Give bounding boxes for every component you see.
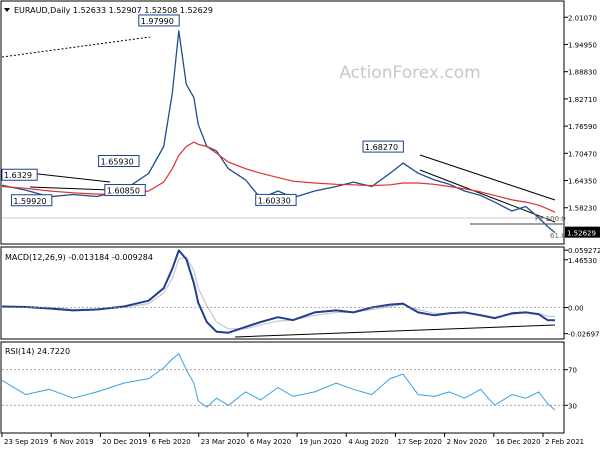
x-tick-label: 16 Dec 2020: [496, 438, 541, 446]
dotted-trendline: [1, 36, 151, 58]
price-annotation-box: [104, 184, 146, 197]
price-annotation-label: 1.60330: [258, 196, 291, 205]
price-annotation-box: [10, 194, 53, 207]
y-tick-label: 1.46530: [568, 257, 597, 265]
price-annotation-label: 1.68270: [365, 143, 398, 152]
current-price-label: 1.52629: [567, 230, 596, 238]
macd-plot: [1, 249, 556, 334]
price-panel-frame: [0, 0, 565, 245]
price-annotation-box: [362, 140, 404, 153]
y-tick-label: 0.059272: [568, 247, 600, 255]
current-price-box: [565, 226, 600, 238]
rsi-plot: [1, 353, 556, 411]
y-tick-label: -0.026978: [568, 331, 600, 339]
price-annotation-label: 1.59920: [13, 197, 46, 206]
x-tick-label: 6 Nov 2019: [53, 438, 93, 446]
x-tick-label: 2 Nov 2020: [447, 438, 487, 446]
macd-line: [1, 249, 556, 334]
x-tick-label: 17 Sep 2020: [397, 438, 441, 446]
x-tick-label: 23 Mar 2020: [201, 438, 245, 446]
y-tick-label: 0.00: [568, 305, 584, 313]
x-tick-label: 20 Dec 2019: [102, 438, 147, 446]
price-annotation-box: [98, 155, 140, 168]
watermark-text: ActionForex.com: [339, 63, 480, 83]
annotations: 1.97990 1.65930 1.68270 1.60330 1.60850 1.599…: [1, 14, 566, 240]
price-annotation-box: [1, 168, 38, 181]
y-tick-label: 1.76590: [568, 123, 597, 131]
y-tick-label: 30: [568, 402, 577, 410]
rsi-panel-title: RSI(14) 24.7220: [5, 347, 70, 356]
price-annotation-label: 1.97990: [141, 17, 174, 26]
channel-upper-line: [419, 154, 556, 201]
price-series-line: [1, 30, 556, 234]
fib-annotation-label: 61.8: [550, 232, 566, 240]
rsi-panel-frame: [0, 341, 565, 434]
price-panel-title: EURAUD,Daily 1.52633 1.52907 1.52508 1.5…: [14, 6, 213, 15]
collapse-triangle-icon[interactable]: [4, 8, 10, 12]
price-plot: [1, 30, 556, 234]
x-tick-label: 2 Feb 2021: [545, 438, 584, 446]
y-tick-label: 1.70470: [568, 150, 597, 158]
triangle-lower-line: [29, 186, 111, 191]
x-tick-label: 19 Jun 2020: [299, 438, 341, 446]
y-tick-label: 1.64350: [568, 178, 597, 186]
y-tick-label: 1.82710: [568, 96, 597, 104]
x-tick-label: 4 Aug 2020: [348, 438, 388, 446]
x-tick-label: 6 Feb 2020: [152, 438, 191, 446]
y-tick-label: 1.94950: [568, 41, 597, 49]
price-annotation-label: 1.60850: [107, 187, 140, 196]
y-tick-label: 1.58230: [568, 205, 597, 213]
fe-annotation-label: FE 100.0: [535, 215, 566, 223]
y-tick-label: 1.88830: [568, 69, 597, 77]
channel-lower-line: [419, 169, 556, 223]
rsi-line: [1, 353, 556, 411]
axes: 2.01070 1.94950 1.88830 1.82710 1.76590 1.704…: [1, 14, 600, 446]
price-annotation-box: [138, 14, 180, 27]
x-tick-label: 6 May 2020: [250, 438, 291, 446]
moving-average-line: [1, 141, 556, 213]
price-annotation-label: 1.65930: [101, 158, 134, 167]
y-tick-label: 70: [568, 367, 577, 375]
y-tick-label: 2.01070: [568, 14, 597, 22]
x-tick-label: 23 Sep 2019: [4, 438, 48, 446]
macd-support-line: [234, 324, 556, 338]
price-annotation-label: 1.6329: [4, 171, 32, 180]
macd-panel-frame: [0, 246, 565, 340]
price-annotation-box: [255, 193, 297, 206]
macd-panel-title: MACD(12,26,9) -0.013184 -0.009284: [5, 253, 153, 262]
